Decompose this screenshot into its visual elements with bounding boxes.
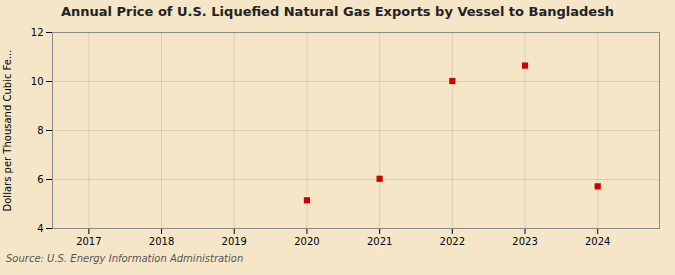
svg-text:2022: 2022: [440, 236, 465, 247]
svg-text:6: 6: [37, 174, 43, 185]
svg-text:12: 12: [31, 27, 44, 38]
svg-text:4: 4: [37, 223, 43, 234]
svg-text:2021: 2021: [367, 236, 392, 247]
svg-text:2017: 2017: [76, 236, 101, 247]
svg-text:2024: 2024: [585, 236, 610, 247]
svg-text:8: 8: [37, 125, 43, 136]
svg-text:2019: 2019: [222, 236, 247, 247]
html-text:Source: U.S. Energy Informatio: Source: U.S. Energy Information Administ…: [6, 253, 244, 264]
svg-text:10: 10: [31, 76, 44, 87]
svg-text:2018: 2018: [149, 236, 174, 247]
svg-text:2020: 2020: [294, 236, 319, 247]
svg-text:Dollars per Thousand Cubic Fe.: Dollars per Thousand Cubic Fe...: [2, 50, 13, 212]
svg-text:2023: 2023: [512, 236, 537, 247]
html-text:Annual Price of U.S. Liquefied: Annual Price of U.S. Liquefied Natural G…: [60, 4, 615, 19]
